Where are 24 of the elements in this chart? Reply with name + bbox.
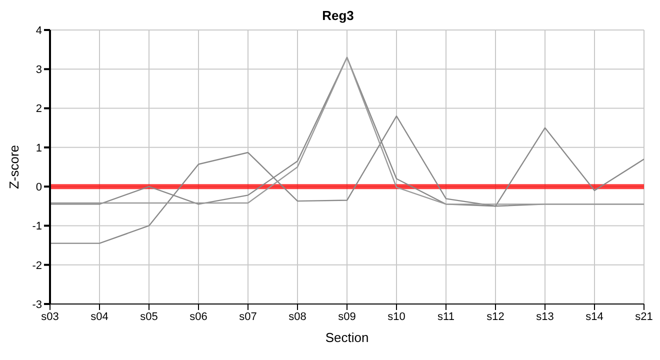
x-tick-label: s13 [536, 310, 554, 323]
x-tick-label: s04 [90, 310, 108, 323]
y-axis-title: Z-score [6, 144, 22, 190]
x-tick-label: s21 [635, 310, 653, 323]
x-tick-label: s03 [41, 310, 59, 323]
x-tick-label: s09 [338, 310, 356, 323]
chart-title: Reg3 [321, 8, 355, 23]
x-tick-label: s05 [140, 310, 158, 323]
x-tick-label: s12 [486, 310, 504, 323]
x-tick-label: s10 [388, 310, 406, 323]
y-tick-label: 3 [36, 64, 42, 76]
x-tick-label: s14 [586, 310, 604, 323]
x-axis-title: Section [325, 330, 369, 345]
x-tick-label: s07 [239, 310, 257, 323]
x-tick-label: s06 [190, 310, 208, 323]
y-tick-label: 2 [36, 103, 42, 116]
y-tick-label: -2 [32, 260, 42, 272]
y-tick-label: -1 [32, 220, 42, 233]
x-tick-label: s11 [438, 310, 454, 323]
y-tick-label: 4 [36, 24, 42, 37]
x-tick-label: s08 [288, 310, 306, 323]
y-tick-label: 1 [36, 142, 42, 154]
y-tick-label: 0 [36, 181, 42, 194]
y-tick-label: -3 [32, 298, 42, 311]
